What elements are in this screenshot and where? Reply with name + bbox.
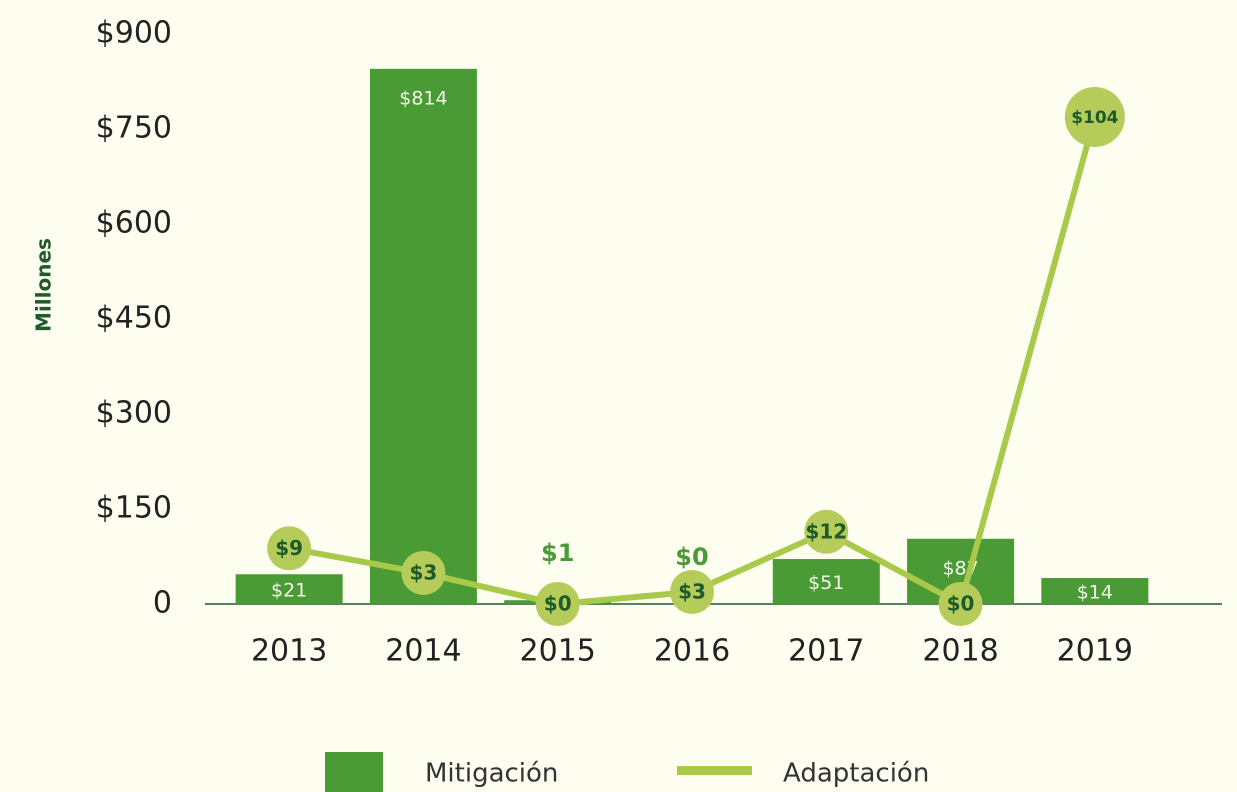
line-marker <box>535 582 580 626</box>
y-tick-label: 0 <box>153 586 172 621</box>
y-tick-label: $750 <box>96 111 172 146</box>
line-marker <box>401 550 446 595</box>
legend-label: Adaptación <box>783 759 929 789</box>
bar-value-label: $814 <box>399 87 447 109</box>
x-tick-label: 2013 <box>251 634 327 669</box>
bar-value-label: $1 <box>541 539 574 567</box>
y-tick-label: $600 <box>96 206 172 241</box>
line-value-label: $12 <box>805 519 847 543</box>
line-marker <box>804 509 849 554</box>
line-marker <box>267 526 312 571</box>
bar <box>369 68 477 605</box>
line-value-label: $0 <box>947 592 975 616</box>
legend-label: Mitigación <box>425 759 558 789</box>
bar-value-label: $14 <box>1077 582 1113 604</box>
bar-value-label: $21 <box>271 580 307 602</box>
x-tick-label: 2016 <box>654 634 730 669</box>
bar <box>772 559 880 604</box>
legend-swatch <box>325 752 383 792</box>
bar-value-label: $0 <box>675 543 708 571</box>
legend-swatch <box>677 766 752 775</box>
line-value-label: $3 <box>410 560 438 584</box>
bar <box>1041 578 1149 604</box>
x-tick-label: 2014 <box>385 634 461 669</box>
line-value-label: $0 <box>544 592 572 616</box>
bar <box>235 574 343 604</box>
x-tick-label: 2019 <box>1057 634 1133 669</box>
y-tick-label: $150 <box>96 491 172 526</box>
line-marker <box>1064 86 1125 147</box>
x-tick-label: 2015 <box>520 634 596 669</box>
line-value-label: $9 <box>275 536 303 560</box>
line-marker <box>938 582 983 626</box>
x-tick-label: 2017 <box>788 634 864 669</box>
bar-value-label: $51 <box>808 572 844 594</box>
line-value-label: $104 <box>1071 108 1118 128</box>
line-marker <box>670 569 714 614</box>
y-axis-label: Millones <box>32 238 56 332</box>
x-tick-label: 2018 <box>922 634 998 669</box>
y-tick-label: $300 <box>96 396 172 431</box>
line-value-label: $3 <box>678 579 706 603</box>
y-tick-label: $450 <box>96 301 172 336</box>
y-tick-label: $900 <box>96 16 172 51</box>
